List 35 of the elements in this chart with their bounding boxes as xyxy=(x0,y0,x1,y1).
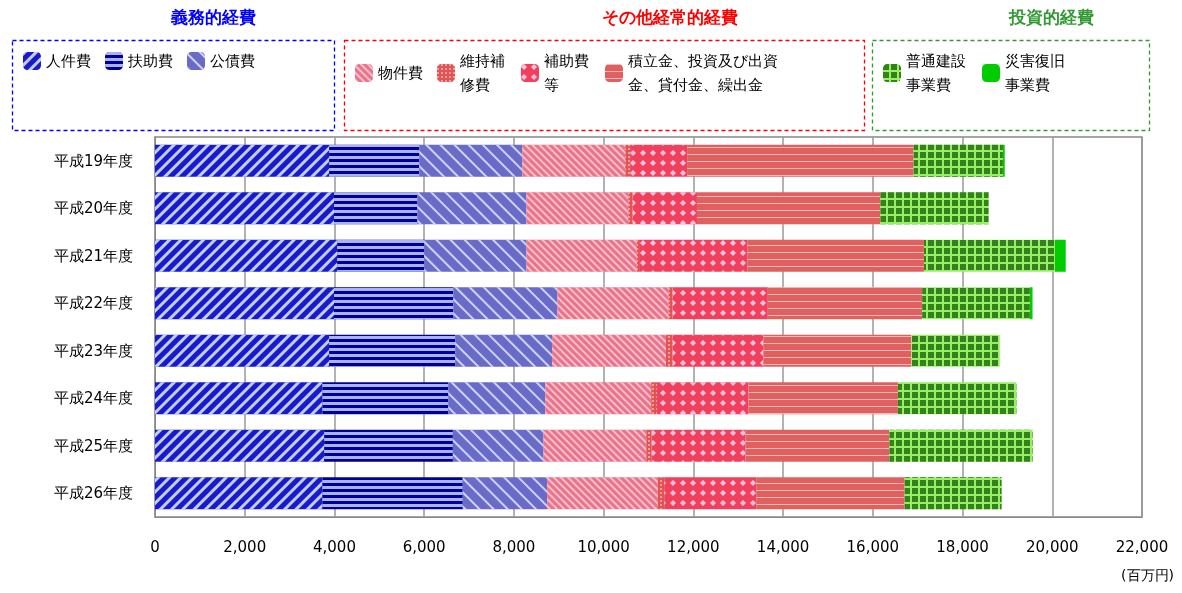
x-tick-label: 8,000 xyxy=(492,537,536,556)
legend-label: 物件費 xyxy=(378,64,423,82)
y-tick-label: 平成22年度 xyxy=(53,294,133,313)
y-tick-label: 平成26年度 xyxy=(53,484,133,503)
x-tick-label: 22,000 xyxy=(1115,537,1169,556)
y-tick-label: 平成21年度 xyxy=(53,246,133,265)
text: 義務的経費 xyxy=(170,6,256,27)
legend-label: 公債費 xyxy=(210,52,255,70)
x-tick-label: 2,000 xyxy=(223,537,267,556)
x-tick-label: 12,000 xyxy=(667,537,720,556)
x-tick-label: 18,000 xyxy=(936,537,989,556)
legend-label: 維持補修費 xyxy=(459,52,505,94)
legend-label: 災害復旧事業費 xyxy=(1005,52,1065,94)
text: その他経常的経費 xyxy=(602,6,738,27)
legend-label: 積立金、投資及び出資金、貸付金、繰出金 xyxy=(628,52,778,94)
y-tick-label: 平成25年度 xyxy=(53,436,133,455)
legend-label: 扶助費 xyxy=(127,52,173,70)
x-tick-label: 16,000 xyxy=(846,537,900,556)
y-tick-label: 平成19年度 xyxy=(53,151,133,170)
x-tick-label: 4,000 xyxy=(312,537,356,556)
y-tick-label: 平成24年度 xyxy=(53,389,133,408)
legend-label: 補助費等 xyxy=(544,52,589,94)
bar xyxy=(1054,239,1066,272)
x-tick-label: 10,000 xyxy=(577,537,630,556)
y-tick-label: 平成23年度 xyxy=(53,341,133,360)
legend-label: 人件費 xyxy=(46,52,91,70)
y-tick-label: 平成20年度 xyxy=(53,199,133,218)
x-tick-label: 0 xyxy=(150,537,160,556)
x-tick-label: 14,000 xyxy=(756,537,810,556)
legend-label: 普通建設事業費 xyxy=(906,52,966,94)
x-axis-title: (百万円) xyxy=(1121,567,1175,583)
x-tick-label: 20,000 xyxy=(1026,537,1079,556)
bar xyxy=(1029,287,1033,320)
x-tick-label: 6,000 xyxy=(402,537,446,556)
text: 投資的経費 xyxy=(1007,6,1094,27)
